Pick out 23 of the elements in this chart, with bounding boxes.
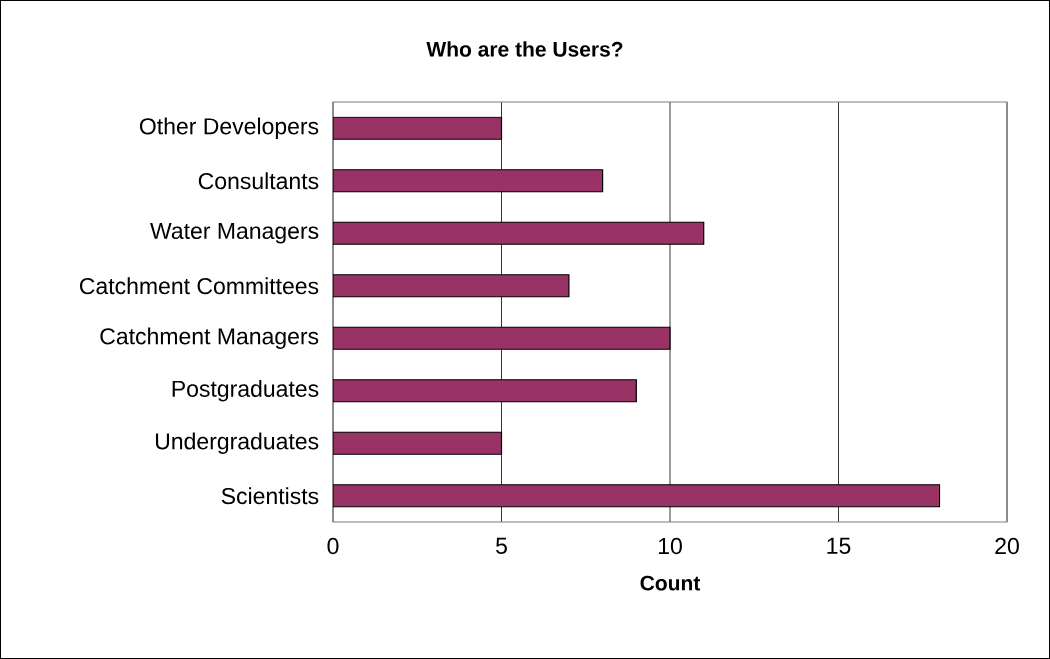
bar bbox=[333, 116, 503, 140]
x-tick-label: 10 bbox=[658, 537, 682, 555]
y-tick-label: Catchment Committees bbox=[79, 277, 319, 295]
y-tick-label: Scientists bbox=[221, 487, 319, 505]
bar bbox=[333, 221, 705, 245]
bar bbox=[333, 431, 503, 455]
y-tick-label: Water Managers bbox=[150, 222, 319, 244]
bar bbox=[333, 379, 637, 403]
bar bbox=[333, 169, 604, 193]
bar bbox=[333, 274, 570, 298]
x-tick-label: 15 bbox=[827, 537, 851, 554]
x-tick-label: 0 bbox=[327, 537, 339, 555]
bar bbox=[333, 484, 941, 508]
chart-title: Who are the Users? bbox=[426, 41, 623, 57]
y-tick-label: Consultants bbox=[198, 172, 319, 190]
y-tick-label: Other Developers bbox=[139, 117, 319, 139]
x-tick-label: 20 bbox=[995, 537, 1019, 555]
y-tick-label: Postgraduates bbox=[172, 380, 319, 402]
y-tick-label: Undergraduates bbox=[155, 432, 319, 454]
bar bbox=[333, 326, 671, 350]
y-tick-label: Catchment Managers bbox=[100, 327, 319, 349]
x-axis-title: Count bbox=[640, 575, 701, 591]
x-tick-label: 5 bbox=[496, 537, 507, 554]
